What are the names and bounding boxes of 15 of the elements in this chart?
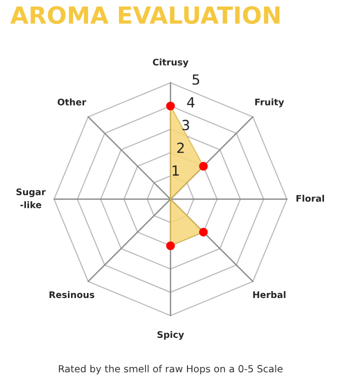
spoke-label: Citrusy: [152, 58, 188, 68]
spoke-label: Fruity: [255, 98, 284, 108]
y-tick-label: 3: [182, 120, 190, 130]
y-tick-label: 4: [187, 97, 194, 108]
spoke-label: Floral: [296, 194, 324, 202]
spoke-label: Other: [58, 98, 86, 106]
text: Rated by the smell of raw Hops on a 0-5 Scale: [58, 364, 283, 374]
y-tick-label: 5: [192, 74, 200, 85]
y-tick-label: 2: [177, 142, 184, 153]
y-tick-label: 1: [172, 165, 179, 176]
spoke-label: Spicy: [158, 330, 184, 340]
chart-title: AROMA EVALUATION: [10, 6, 280, 24]
spoke-label: Sugar -like: [16, 188, 46, 208]
spoke-label: Resinous: [50, 291, 94, 298]
spoke-label: Herbal: [253, 291, 286, 298]
